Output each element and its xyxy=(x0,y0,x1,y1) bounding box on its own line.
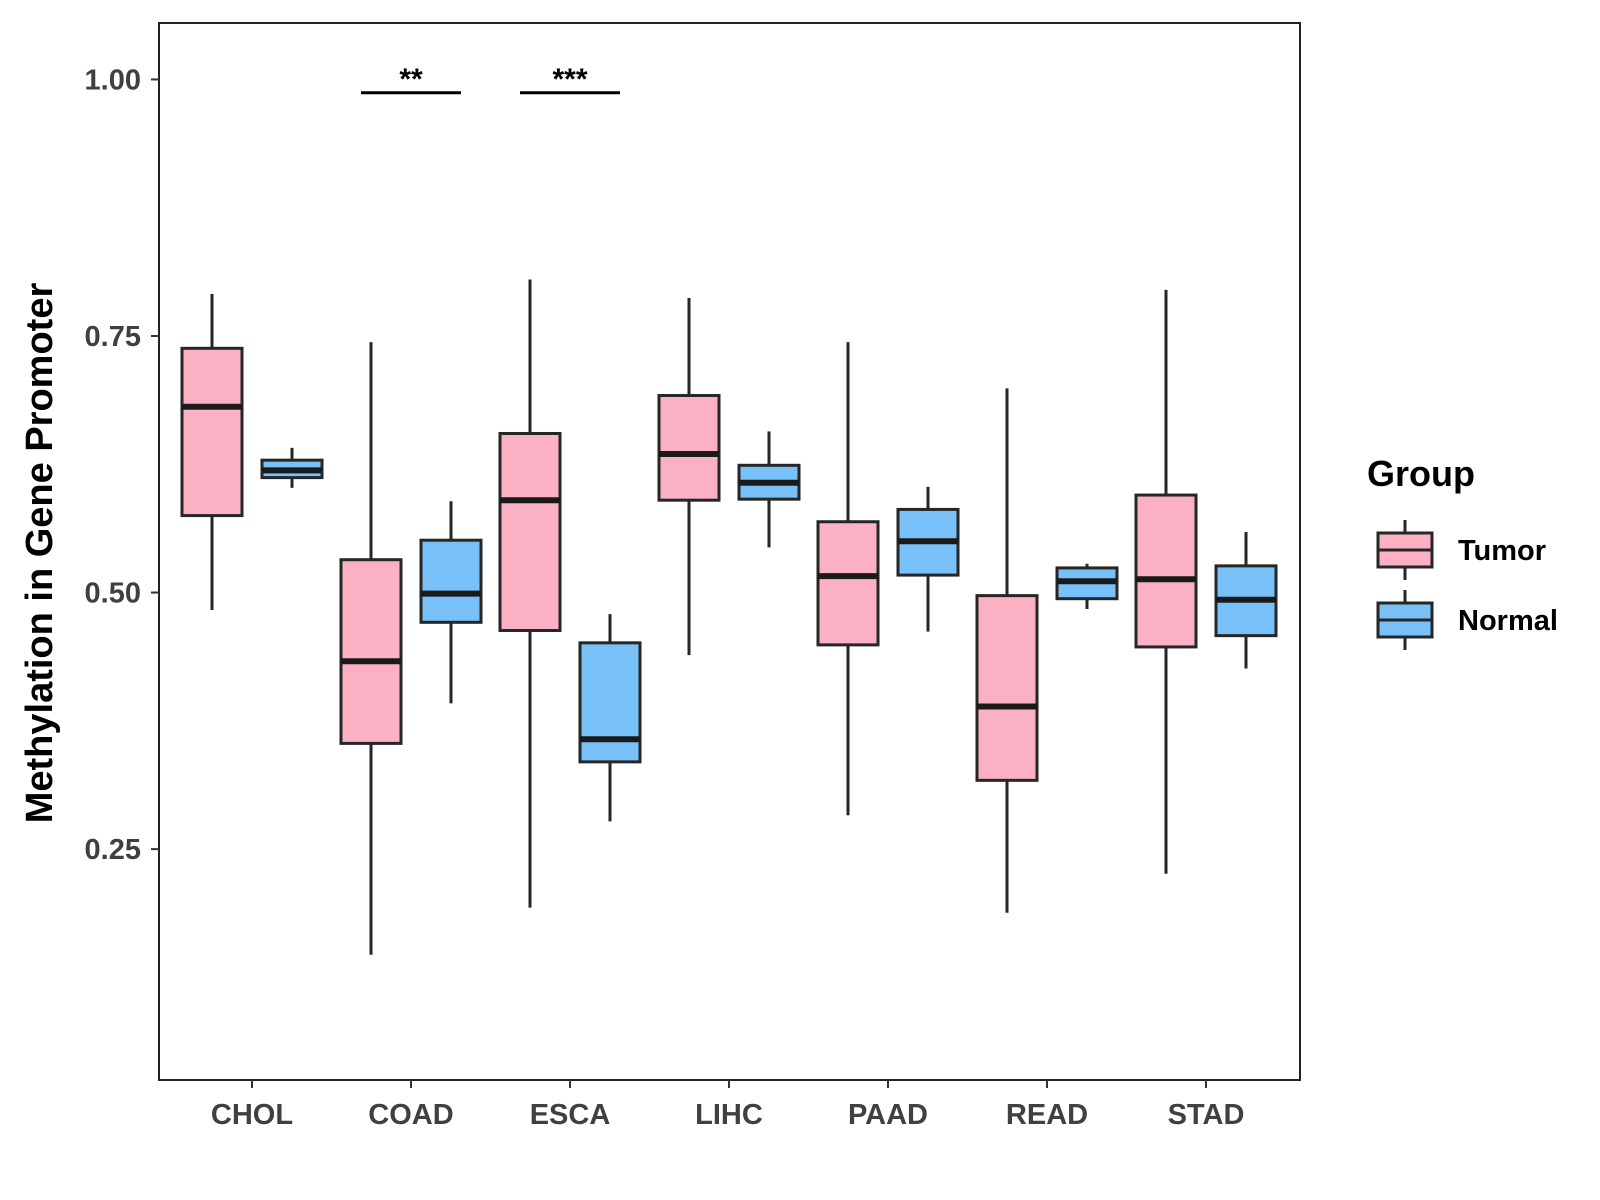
tumor-box-read xyxy=(975,388,1039,913)
box-body xyxy=(975,594,1039,782)
legend-item-tumor: Tumor xyxy=(1376,520,1546,580)
x-tick-label: ESCA xyxy=(530,1099,611,1131)
tumor-box-paad xyxy=(816,342,880,816)
tumor-box-chol xyxy=(180,293,244,610)
y-tick-label: 1.00 xyxy=(85,64,141,96)
box-body xyxy=(578,641,642,764)
box-body xyxy=(816,520,880,647)
y-tick-label: 0.75 xyxy=(85,321,141,353)
legend: Group Tumor Normal xyxy=(1367,453,1558,650)
box-series xyxy=(180,279,1278,955)
significance-label: ** xyxy=(399,63,423,96)
significance-annotations: ** *** xyxy=(361,63,620,96)
x-tick-label: CHOL xyxy=(211,1099,293,1131)
y-tick-label: 0.50 xyxy=(85,578,141,610)
tumor-box-esca xyxy=(498,279,562,908)
box-body xyxy=(419,538,483,624)
y-tick-label: 0.25 xyxy=(85,834,141,866)
plot-panel xyxy=(158,22,1301,1081)
legend-item-normal: Normal xyxy=(1376,590,1558,650)
tumor-box-stad xyxy=(1134,289,1198,874)
tumor-box-coad xyxy=(339,342,403,955)
x-tick-label: COAD xyxy=(368,1099,453,1131)
legend-title: Group xyxy=(1367,453,1475,494)
x-tick-label: PAAD xyxy=(848,1099,928,1131)
y-axis: 0.25 0.50 0.75 1.00 xyxy=(85,64,159,866)
tumor-box-lihc xyxy=(657,298,721,656)
normal-box-stad xyxy=(1214,532,1278,669)
significance-label: *** xyxy=(552,63,587,96)
box-body xyxy=(657,394,721,502)
normal-box-paad xyxy=(896,486,960,632)
normal-box-read xyxy=(1055,563,1119,609)
x-tick-label: READ xyxy=(1006,1099,1088,1131)
legend-label: Normal xyxy=(1458,605,1558,637)
x-tick-label: LIHC xyxy=(695,1099,763,1131)
box-body xyxy=(1134,493,1198,649)
y-axis-title: Methylation in Gene Promoter xyxy=(19,283,61,824)
normal-box-chol xyxy=(260,447,324,488)
x-tick-label: STAD xyxy=(1168,1099,1245,1131)
legend-label: Tumor xyxy=(1458,535,1546,567)
box-body xyxy=(180,346,244,518)
normal-box-lihc xyxy=(737,431,801,548)
x-axis: CHOL COAD ESCA LIHC PAAD READ STAD xyxy=(211,1080,1244,1131)
box-body xyxy=(339,558,403,745)
normal-box-coad xyxy=(419,501,483,704)
normal-box-esca xyxy=(578,614,642,822)
box-body xyxy=(498,431,562,633)
